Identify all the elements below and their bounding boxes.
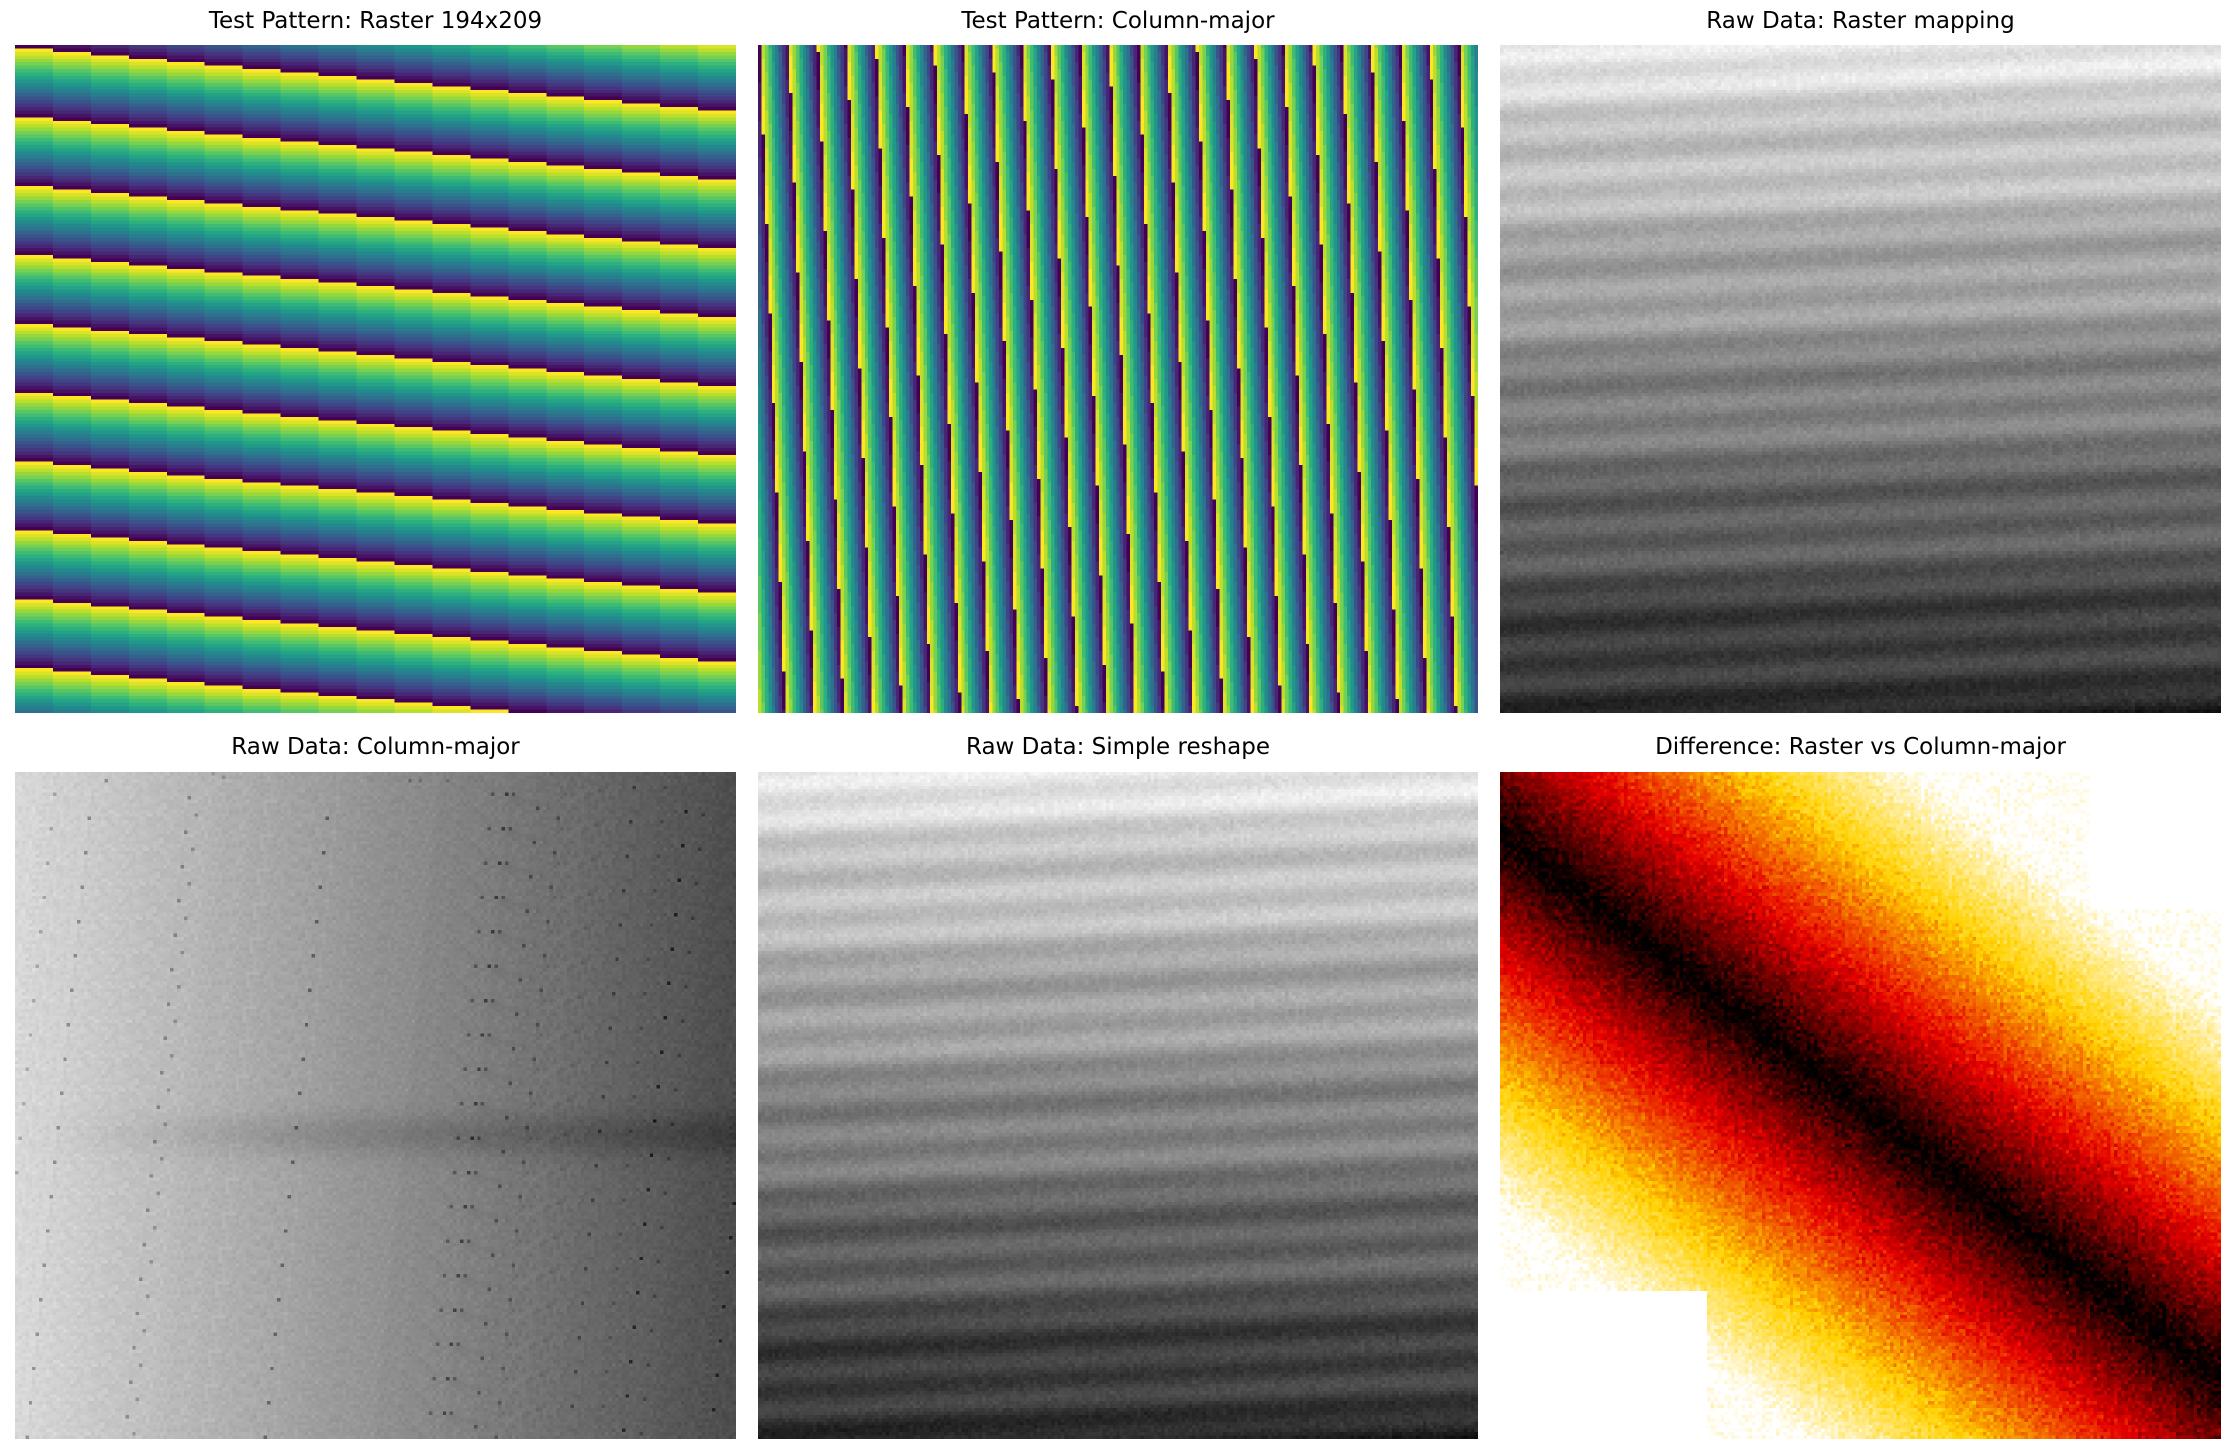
heatmap-image: [15, 45, 736, 713]
panel-difference: Difference: Raster vs Column-major: [1500, 734, 2221, 1442]
panel-test-pattern-column-major: Test Pattern: Column-major: [758, 8, 1478, 716]
panel-title: Raw Data: Simple reshape: [965, 734, 1271, 760]
heatmap-image: [758, 45, 1478, 713]
panel-title: Raw Data: Raster mapping: [1706, 8, 2015, 34]
heatmap-image: [1500, 772, 2221, 1439]
panel-title: Test Pattern: Raster 194x209: [208, 8, 543, 34]
heatmap-image: [1500, 45, 2221, 713]
panel-raw-column-major: Raw Data: Column-major: [15, 734, 736, 1442]
heatmap-image: [15, 772, 736, 1439]
panel-title: Difference: Raster vs Column-major: [1655, 734, 2066, 760]
panel-raw-raster-mapping: Raw Data: Raster mapping: [1500, 8, 2221, 716]
panel-raw-simple-reshape: Raw Data: Simple reshape: [758, 734, 1478, 1442]
panel-title: Raw Data: Column-major: [231, 734, 520, 760]
panel-test-pattern-raster: Test Pattern: Raster 194x209: [15, 8, 736, 716]
heatmap-image: [758, 772, 1478, 1439]
panel-title: Test Pattern: Column-major: [961, 8, 1275, 34]
